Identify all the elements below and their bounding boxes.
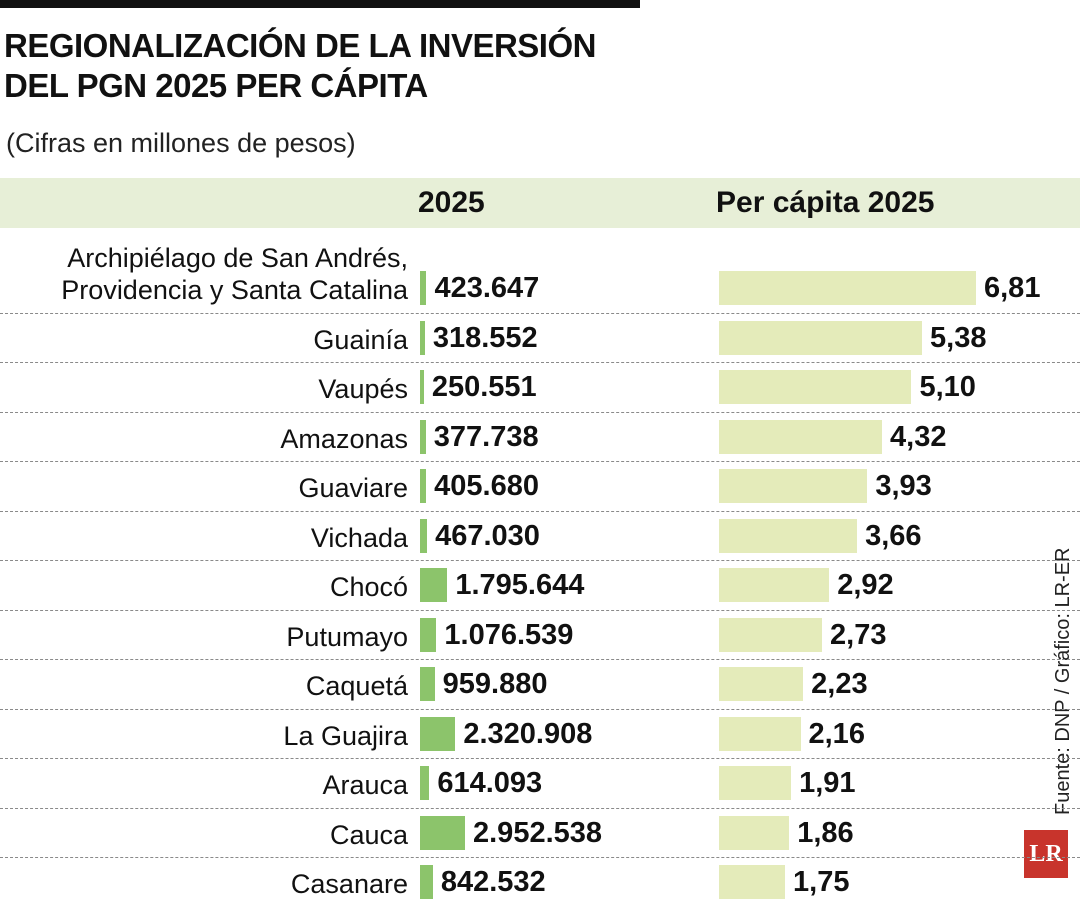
- value-label: 842.532: [440, 866, 546, 898]
- category-label: Vichada: [310, 522, 408, 553]
- value-label: 3,93: [875, 470, 932, 502]
- value-label: 1,75: [793, 866, 850, 898]
- logo: LR: [1024, 830, 1068, 878]
- bar: [420, 518, 428, 553]
- category-label: Guainía: [313, 324, 408, 355]
- column-header: Per cápita 2025: [716, 186, 935, 219]
- category-label: Amazonas: [280, 423, 408, 454]
- row-separator: [0, 510, 1080, 512]
- bar: [719, 370, 912, 404]
- value-label: 959.880: [442, 668, 548, 700]
- category-label: Caquetá: [305, 671, 408, 701]
- bar: [719, 469, 868, 503]
- value-label: 377.738: [433, 420, 539, 453]
- bar: [719, 815, 790, 850]
- chart-title: REGIONALIZACIÓN DE LA INVERSIÓN DEL PGN …: [4, 27, 596, 104]
- row-separator: [0, 807, 1080, 809]
- category-label: Casanare: [290, 869, 408, 899]
- category-label: Vaupés: [318, 374, 408, 404]
- bar: [719, 419, 883, 454]
- value-label: 4,32: [890, 420, 947, 453]
- bar: [719, 271, 976, 305]
- category-label: Guaviare: [298, 473, 408, 503]
- category-label: Arauca: [322, 770, 408, 800]
- bar: [719, 320, 923, 355]
- value-label: 318.552: [432, 321, 538, 354]
- bar: [719, 568, 830, 602]
- header-band: [0, 178, 1080, 228]
- value-label: 1.076.539: [444, 618, 574, 651]
- value-label: 405.680: [434, 470, 539, 502]
- row-separator: [0, 609, 1080, 611]
- value-label: 614.093: [437, 767, 543, 799]
- value-label: 1.795.644: [455, 569, 585, 601]
- bar: [420, 617, 437, 652]
- source-note: Fuente: DNP / Gráfico: LR-ER: [1052, 547, 1074, 816]
- bar: [719, 716, 801, 751]
- row-separator: [0, 560, 1080, 562]
- top-rule: [0, 0, 640, 8]
- value-label: 2,16: [808, 717, 865, 750]
- row-separator: [0, 411, 1080, 413]
- category-label: Cauca: [329, 819, 408, 850]
- bar: [420, 815, 465, 850]
- value-label: 2,23: [811, 668, 868, 700]
- bar: [719, 518, 858, 553]
- value-label: 467.030: [435, 519, 540, 552]
- bar: [719, 766, 792, 800]
- value-label: 5,38: [930, 321, 987, 354]
- bar: [420, 865, 433, 899]
- bar: [719, 667, 804, 701]
- value-label: 2,73: [830, 618, 887, 651]
- row-separator: [0, 857, 1080, 859]
- row-separator: [0, 312, 1080, 314]
- bar: [719, 617, 823, 652]
- row-separator: [0, 708, 1080, 710]
- bar: [420, 419, 426, 454]
- bar: [420, 469, 427, 503]
- value-label: 1,91: [799, 767, 856, 799]
- row-separator: [0, 758, 1080, 760]
- row-separator: [0, 461, 1080, 463]
- chart-subtitle: (Cifras en millones de pesos): [6, 128, 356, 158]
- bar: [420, 716, 456, 751]
- bar: [719, 865, 786, 899]
- column-header: 2025: [418, 186, 485, 219]
- category-label: Chocó: [329, 572, 408, 602]
- bar: [420, 370, 424, 404]
- value-label: 250.551: [431, 371, 537, 403]
- value-label: 1,86: [797, 816, 854, 849]
- row-separator: [0, 659, 1080, 661]
- category-label: La Guajira: [283, 720, 408, 751]
- value-label: 3,66: [865, 519, 922, 552]
- value-label: 2.952.538: [473, 816, 603, 849]
- bar: [420, 271, 427, 305]
- value-label: 423.647: [434, 272, 540, 304]
- category-label: Archipiélago de San Andrés, Providencia …: [61, 243, 408, 305]
- bar: [420, 766, 430, 800]
- value-label: 2,92: [837, 569, 894, 601]
- bar: [420, 568, 448, 602]
- value-label: 2.320.908: [463, 717, 593, 750]
- row-separator: [0, 362, 1080, 364]
- bar: [420, 667, 435, 701]
- category-label: Putumayo: [286, 621, 408, 652]
- bar: [420, 320, 425, 355]
- value-label: 5,10: [919, 371, 976, 403]
- value-label: 6,81: [984, 272, 1041, 304]
